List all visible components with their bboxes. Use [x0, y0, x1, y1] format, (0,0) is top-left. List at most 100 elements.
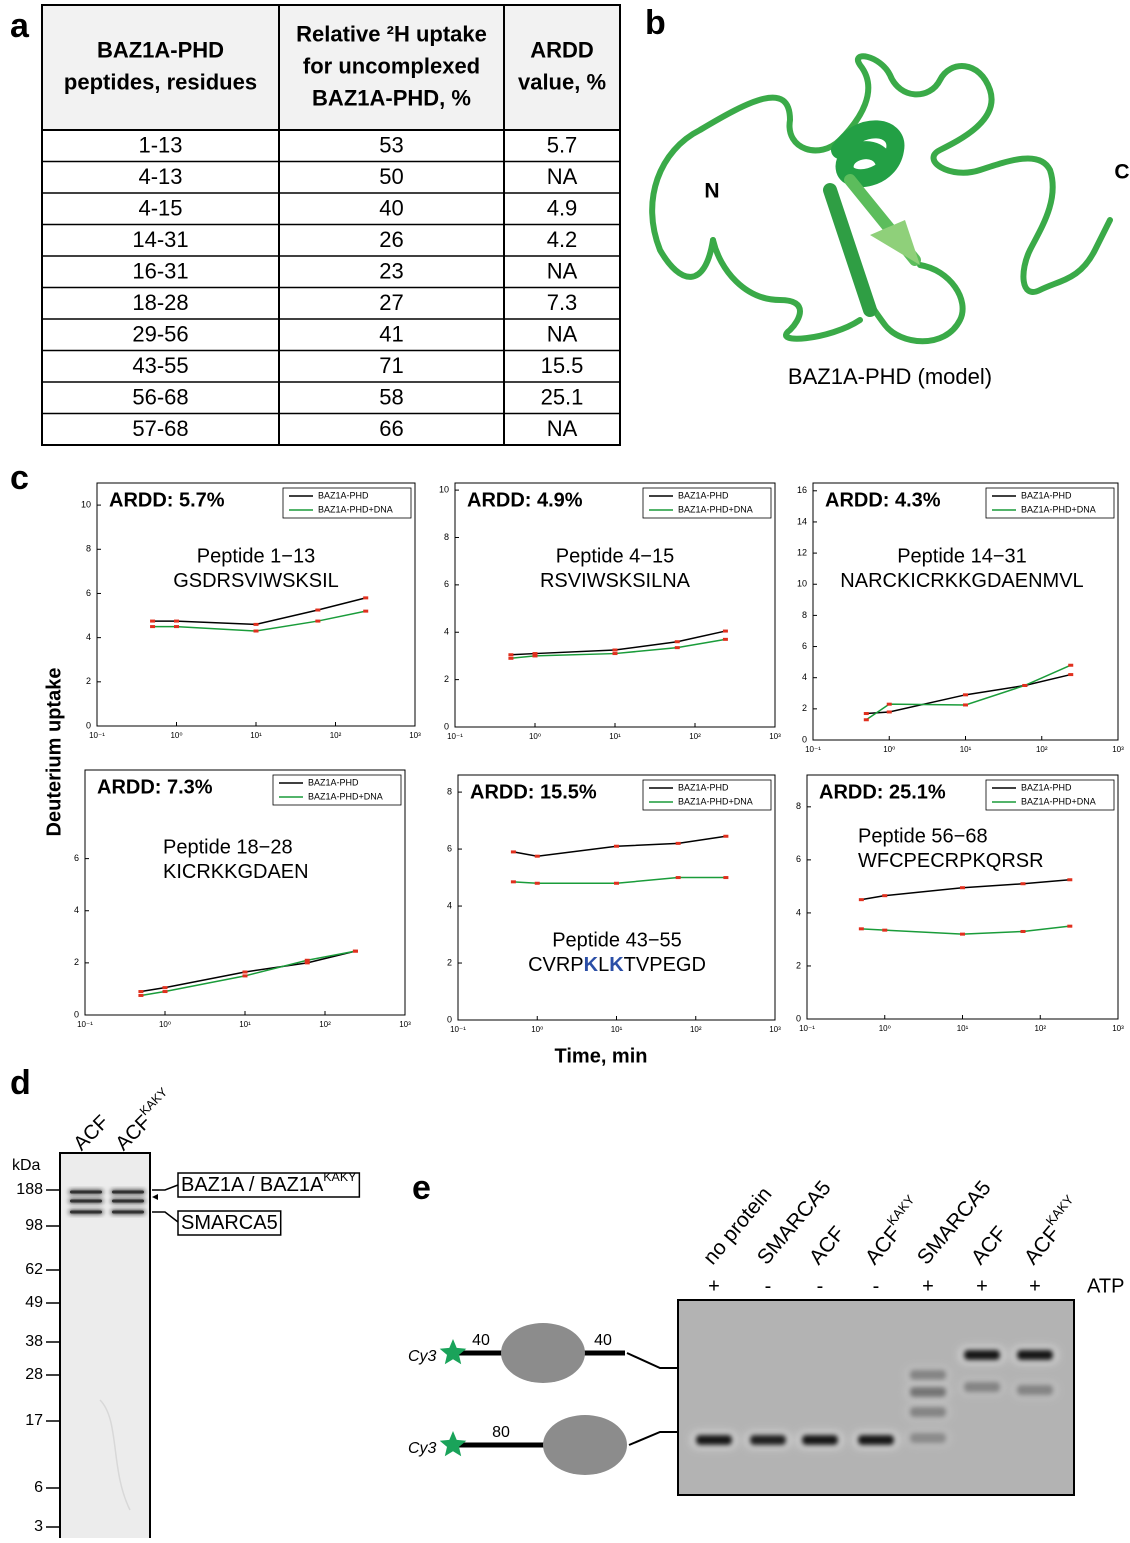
gel-band	[910, 1407, 946, 1417]
y-tick-label: 10	[81, 499, 91, 509]
x-tick-label: 10³	[1112, 1024, 1124, 1033]
table-cell: 5.7	[547, 133, 578, 158]
y-tick-label: 0	[796, 1013, 801, 1023]
lane-label-main: ACF	[860, 1222, 905, 1269]
lane-label: ACFKAKY	[109, 1085, 179, 1155]
data-point	[508, 657, 513, 660]
gel-band	[70, 1200, 102, 1203]
table-cell: NA	[547, 416, 578, 441]
y-tick-label: 4	[447, 900, 452, 910]
plot-frame	[97, 483, 415, 726]
data-point	[305, 959, 310, 962]
legend-label: BAZ1A-PHD+DNA	[318, 504, 393, 514]
x-tick-label: 10²	[319, 1020, 331, 1029]
helix	[840, 129, 895, 178]
y-tick-label: 4	[86, 632, 91, 642]
marker-label: 3	[34, 1518, 43, 1535]
x-tick-label: 10²	[1034, 1024, 1046, 1033]
table-cell: 29-56	[132, 322, 188, 347]
data-point	[887, 710, 892, 713]
legend-label: BAZ1A-PHD	[318, 490, 369, 500]
data-point	[723, 630, 728, 633]
table-cell: 41	[379, 322, 403, 347]
gel-band	[696, 1435, 732, 1445]
x-tick-label: 10³	[399, 1020, 411, 1029]
data-point	[174, 620, 179, 623]
gel-band	[802, 1435, 838, 1445]
gel-band	[964, 1382, 1000, 1392]
cy3-star	[440, 1431, 467, 1456]
data-point	[363, 610, 368, 613]
data-point	[963, 703, 968, 706]
sequence-part: NARCKICRKKGDAENMVL	[840, 570, 1083, 592]
connector	[627, 1353, 678, 1368]
data-point	[1021, 882, 1026, 885]
figure: abcdeBAZ1A-PHDpeptides, residuesRelative…	[0, 0, 1130, 1538]
lane-label-sup: KAKY	[1043, 1192, 1077, 1228]
peptide-title: Peptide 56−68	[858, 825, 988, 847]
lane-label: ACF	[966, 1222, 1011, 1269]
data-point	[723, 835, 728, 838]
gel-band	[1017, 1350, 1053, 1360]
plot-frame	[458, 775, 775, 1020]
lane-label-main: ACF	[70, 1111, 114, 1155]
data-point	[315, 620, 320, 623]
table-cell: 4.2	[547, 227, 578, 252]
data-point	[614, 882, 619, 885]
legend-label: BAZ1A-PHD+DNA	[1021, 796, 1096, 806]
table-cell: 50	[379, 164, 403, 189]
panel-label: d	[10, 1064, 31, 1102]
y-tick-label: 0	[444, 721, 449, 731]
plot-frame	[807, 775, 1118, 1019]
table-header: value, %	[518, 69, 606, 94]
data-point	[864, 712, 869, 715]
x-tick-label: 10⁻¹	[805, 745, 821, 754]
x-tick-label: 10²	[689, 732, 701, 741]
data-point	[138, 994, 143, 997]
peptide-title: Peptide 18−28	[163, 836, 293, 858]
x-axis-label: Time, min	[555, 1045, 648, 1067]
table-header: BAZ1A-PHD	[97, 37, 224, 62]
y-axis-label: Deuterium uptake	[43, 668, 65, 837]
legend-label: BAZ1A-PHD+DNA	[678, 504, 753, 514]
peptide-title: Peptide 14−31	[897, 545, 1027, 567]
data-point	[511, 880, 516, 883]
marker-label: 49	[25, 1294, 43, 1311]
panel-label: a	[10, 7, 30, 45]
marker-label: 28	[25, 1366, 43, 1383]
plot-frame	[455, 483, 775, 727]
table-header: for uncomplexed	[303, 53, 480, 78]
data-point	[150, 625, 155, 628]
data-point	[960, 933, 965, 936]
y-tick-label: 2	[74, 957, 79, 967]
y-tick-label: 8	[86, 544, 91, 554]
y-tick-label: 6	[444, 579, 449, 589]
annotation: ARDD: 15.5%	[470, 781, 597, 803]
peptide-sequence: WFCPECRPKQRSR	[858, 850, 1044, 872]
lane-label-sup: KAKY	[884, 1192, 918, 1228]
x-tick-label: 10¹	[957, 1024, 969, 1033]
gel-band	[70, 1211, 102, 1214]
table-cell: 43-55	[132, 353, 188, 378]
marker-label: 98	[25, 1217, 43, 1234]
atp-sign: +	[976, 1275, 988, 1297]
x-tick-label: 10⁰	[879, 1024, 891, 1033]
y-tick-label: 6	[796, 854, 801, 864]
data-point	[163, 990, 168, 993]
data-point	[882, 894, 887, 897]
table-cell: 23	[379, 259, 403, 284]
linker-length: 80	[492, 1424, 510, 1441]
x-tick-label: 10²	[690, 1025, 702, 1034]
data-point	[535, 855, 540, 858]
table-cell: 4-15	[138, 196, 182, 221]
peptide-sequence: KICRKKGDAEN	[163, 861, 309, 883]
table-cell: 7.3	[547, 290, 578, 315]
legend-label: BAZ1A-PHD+DNA	[308, 791, 383, 801]
data-point	[363, 596, 368, 599]
data-point	[254, 623, 259, 626]
data-point	[676, 876, 681, 879]
y-tick-label: 0	[74, 1009, 79, 1019]
y-tick-label: 4	[444, 627, 449, 637]
data-point	[960, 886, 965, 889]
y-tick-label: 14	[797, 516, 807, 526]
